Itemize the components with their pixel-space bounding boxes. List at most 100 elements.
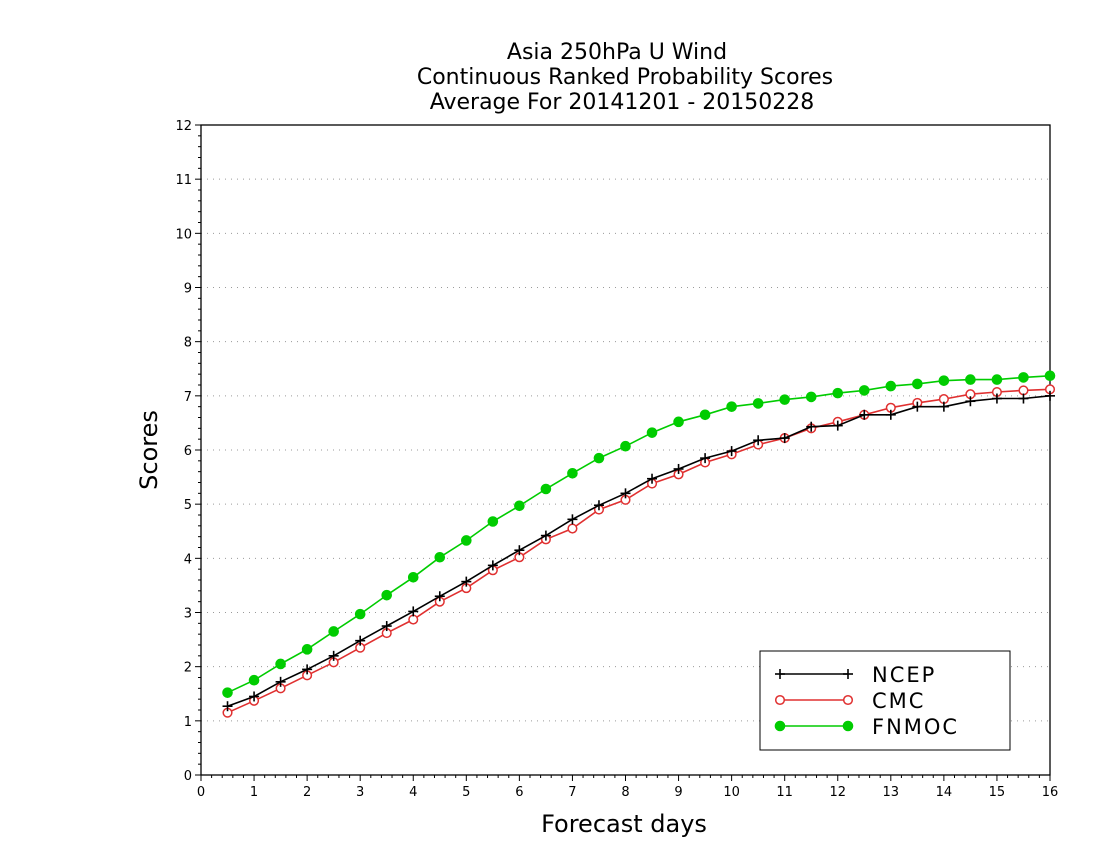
x-tick-label: 2: [303, 785, 311, 800]
ncep-point: [514, 545, 525, 556]
ncep-point: [222, 701, 233, 712]
fnmoc-point: [1018, 372, 1029, 383]
fnmoc-point: [752, 398, 764, 409]
ncep-line: [227, 395, 1051, 707]
cmc-point: [842, 694, 854, 706]
fnmoc-point: [593, 452, 605, 464]
ncep-point: [1045, 390, 1055, 401]
y-tick-label: 6: [184, 444, 192, 459]
x-tick-label: 7: [568, 785, 576, 800]
ncep-point: [275, 676, 286, 687]
ncep-point: [1018, 393, 1029, 404]
cmc-point: [408, 614, 419, 625]
x-tick-label: 8: [621, 785, 629, 800]
fnmoc-point: [354, 608, 366, 620]
ncep-point: [965, 396, 976, 407]
ncep-point: [806, 421, 817, 432]
fnmoc-point: [858, 385, 870, 396]
ncep-point: [434, 591, 445, 602]
ncep-point: [567, 514, 578, 525]
fnmoc-point: [805, 391, 817, 403]
fnmoc-point: [407, 571, 419, 583]
y-tick-label: 12: [175, 119, 192, 134]
ncep-point: [461, 576, 472, 587]
fnmoc-point: [885, 380, 897, 392]
fnmoc-point: [1044, 370, 1056, 382]
ncep-point: [843, 669, 853, 679]
ncep-point: [593, 500, 604, 511]
legend-label-ncep: NCEP: [872, 663, 936, 687]
x-tick-label: 11: [776, 785, 793, 800]
fnmoc-point: [646, 427, 658, 438]
fnmoc-point: [832, 387, 844, 399]
y-tick-label: 4: [184, 552, 192, 567]
x-axis-label: Forecast days: [541, 810, 707, 838]
ncep-point: [355, 635, 366, 646]
fnmoc-point: [540, 483, 552, 495]
y-tick-label: 7: [184, 390, 192, 405]
fnmoc-point: [514, 500, 525, 512]
y-tick-label: 1: [184, 715, 192, 730]
chart-title-line-2: Continuous Ranked Probability Scores: [417, 65, 833, 90]
y-tick-label: 10: [175, 227, 192, 242]
ncep-point: [647, 473, 658, 484]
fnmoc-point: [779, 394, 790, 405]
ncep-point: [832, 420, 843, 431]
ncep-point: [302, 664, 313, 675]
ncep-point: [726, 446, 737, 457]
ncep-point: [328, 650, 339, 661]
legend-label-fnmoc: FNMOC: [872, 715, 959, 739]
fnmoc-point: [842, 720, 854, 732]
cmc-point: [567, 523, 578, 534]
legend-label-cmc: CMC: [872, 689, 925, 713]
x-tick-label: 4: [409, 785, 417, 800]
ncep-point: [753, 435, 764, 446]
ncep-point: [540, 530, 551, 541]
fnmoc-point: [328, 626, 339, 637]
fnmoc-point: [620, 440, 631, 452]
ncep-point: [779, 433, 790, 444]
y-tick-label: 11: [175, 173, 192, 188]
y-tick-label: 8: [184, 336, 192, 351]
ncep-point: [700, 453, 711, 464]
fnmoc-point: [381, 589, 393, 601]
y-tick-label: 3: [184, 607, 192, 622]
ncep-point: [620, 488, 631, 499]
fnmoc-point: [673, 416, 684, 428]
cmc-point: [1018, 385, 1029, 396]
fnmoc-point: [434, 551, 446, 563]
chart-title-line-3: Average For 20141201 - 20150228: [430, 90, 815, 115]
ncep-point: [859, 409, 870, 420]
y-tick-label: 0: [184, 769, 192, 784]
ncep-point: [938, 401, 949, 412]
x-tick-label: 1: [250, 785, 258, 800]
x-tick-label: 3: [356, 785, 364, 800]
ncep-point: [775, 669, 785, 679]
fnmoc-point: [487, 516, 499, 527]
x-tick-label: 10: [723, 785, 740, 800]
x-tick-label: 6: [515, 785, 523, 800]
ncep-point: [673, 463, 684, 474]
y-tick-label: 2: [184, 661, 192, 676]
ncep-point: [408, 606, 419, 617]
ncep-point: [991, 393, 1002, 404]
fnmoc-point: [248, 674, 260, 686]
x-tick-label: 9: [674, 785, 682, 800]
fnmoc-point: [965, 374, 976, 385]
fnmoc-point: [567, 467, 578, 479]
fnmoc-point: [699, 409, 711, 421]
fnmoc-point: [991, 374, 1003, 385]
ncep-point: [381, 621, 392, 632]
x-tick-label: 13: [883, 785, 900, 800]
x-tick-label: 12: [829, 785, 846, 800]
fnmoc-point: [222, 687, 233, 698]
fnmoc-point: [726, 401, 737, 412]
ncep-point: [885, 409, 896, 420]
y-tick-label: 5: [184, 498, 192, 513]
fnmoc-point: [275, 658, 286, 670]
x-tick-label: 16: [1042, 785, 1059, 800]
x-tick-label: 15: [989, 785, 1006, 800]
